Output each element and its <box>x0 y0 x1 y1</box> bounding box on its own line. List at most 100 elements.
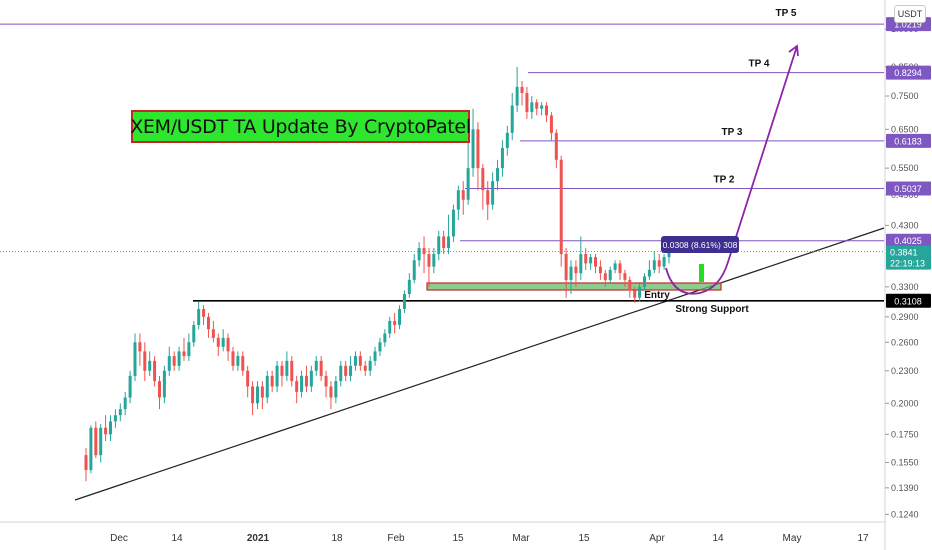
measure-bar <box>699 264 704 282</box>
time-tick-label: 15 <box>578 533 590 544</box>
candle-body <box>643 276 647 287</box>
target-price-tag <box>886 133 931 148</box>
price-tick-label: 0.2000 <box>891 398 919 408</box>
candle-body <box>206 316 210 330</box>
candle-body <box>378 342 382 352</box>
bar-countdown: 22:19:13 <box>890 259 925 269</box>
level-price-label: 0.8294 <box>894 68 922 78</box>
candle-body <box>559 159 563 255</box>
candle-body <box>197 309 201 326</box>
candle-body <box>466 168 470 200</box>
target-price-tag <box>886 65 931 80</box>
candle-body <box>598 266 602 274</box>
candle-body <box>177 351 181 366</box>
candle-body <box>363 365 367 371</box>
candle-body <box>138 342 142 352</box>
candle-body <box>657 260 661 267</box>
time-tick-label: Dec <box>110 533 128 544</box>
ascending-trendline <box>74 227 885 501</box>
candle-body <box>540 105 544 109</box>
candle-body <box>496 168 500 182</box>
price-tick-label: 0.6500 <box>891 124 919 134</box>
candle-body <box>295 381 299 392</box>
candle-body <box>442 236 446 249</box>
candle-body <box>545 105 549 116</box>
entry-label: Entry <box>644 290 670 301</box>
candle-body <box>157 381 161 398</box>
candle-body <box>437 236 441 255</box>
time-tick-label: Feb <box>387 533 405 544</box>
level-price-label: 0.5037 <box>894 184 922 194</box>
target-price-tag <box>886 181 931 196</box>
candle-body <box>187 342 191 357</box>
candle-body <box>84 455 88 471</box>
candle-body <box>270 375 274 387</box>
candle-body <box>505 132 509 148</box>
candle-body <box>603 273 607 280</box>
candle-body <box>275 365 279 387</box>
candle-body <box>373 351 377 361</box>
candle-body <box>324 375 328 387</box>
candle-body <box>525 92 529 113</box>
time-tick-label: 14 <box>712 533 724 544</box>
candle-body <box>290 360 294 382</box>
candle-body <box>300 375 304 392</box>
candle-body <box>520 86 524 93</box>
candle-body <box>285 360 289 376</box>
candle-body <box>162 370 166 398</box>
candle-body <box>148 360 152 371</box>
level-price-label: 1.0219 <box>894 20 922 30</box>
candle-body <box>260 386 264 398</box>
candle-body <box>608 269 612 280</box>
price-tick-label: 0.1390 <box>891 483 919 493</box>
candle-body <box>388 320 392 334</box>
candle-body <box>329 386 333 398</box>
price-tick-label: 0.2300 <box>891 366 919 376</box>
candle-body <box>231 351 235 366</box>
candle-body <box>564 254 568 280</box>
price-tick-label: 0.5500 <box>891 163 919 173</box>
candle-body <box>422 248 426 255</box>
level-price-label: 0.6183 <box>894 136 922 146</box>
price-tick-label: 0.2600 <box>891 337 919 347</box>
candle-body <box>118 409 122 416</box>
candle-body <box>89 427 93 471</box>
candle-body <box>569 266 573 280</box>
candle-body <box>368 360 372 371</box>
candle-body <box>172 356 176 366</box>
projection-path <box>665 45 798 295</box>
candle-body <box>461 190 465 200</box>
candle-body <box>304 375 308 387</box>
candle-body <box>246 370 250 387</box>
candle-body <box>108 421 112 435</box>
candle-body <box>216 337 220 347</box>
candle-body <box>358 356 362 366</box>
candle-body <box>667 251 671 258</box>
target-name-label: TP 2 <box>714 175 735 186</box>
candle-body <box>393 320 397 326</box>
candle-body <box>255 386 259 404</box>
candle-body <box>280 365 284 376</box>
candle-body <box>344 365 348 376</box>
currency-button[interactable]: USDT <box>894 5 926 23</box>
price-tick-label: 0.1240 <box>891 509 919 519</box>
candle-body <box>579 254 583 274</box>
candle-body <box>265 375 269 398</box>
target-name-label: TP 5 <box>776 8 797 19</box>
candle-body <box>309 370 313 387</box>
candle-body <box>451 209 455 237</box>
candle-body <box>613 263 617 270</box>
candle-body <box>402 294 406 310</box>
candle-body <box>510 105 514 133</box>
candle-body <box>99 427 103 456</box>
price-tick-label: 0.2900 <box>891 312 919 322</box>
candle-body <box>314 360 318 371</box>
candle-body <box>638 286 642 298</box>
candle-body <box>153 360 157 382</box>
candle-body <box>491 181 495 205</box>
candle-body <box>481 168 485 191</box>
candle-body <box>143 351 147 371</box>
candle-body <box>202 309 206 317</box>
